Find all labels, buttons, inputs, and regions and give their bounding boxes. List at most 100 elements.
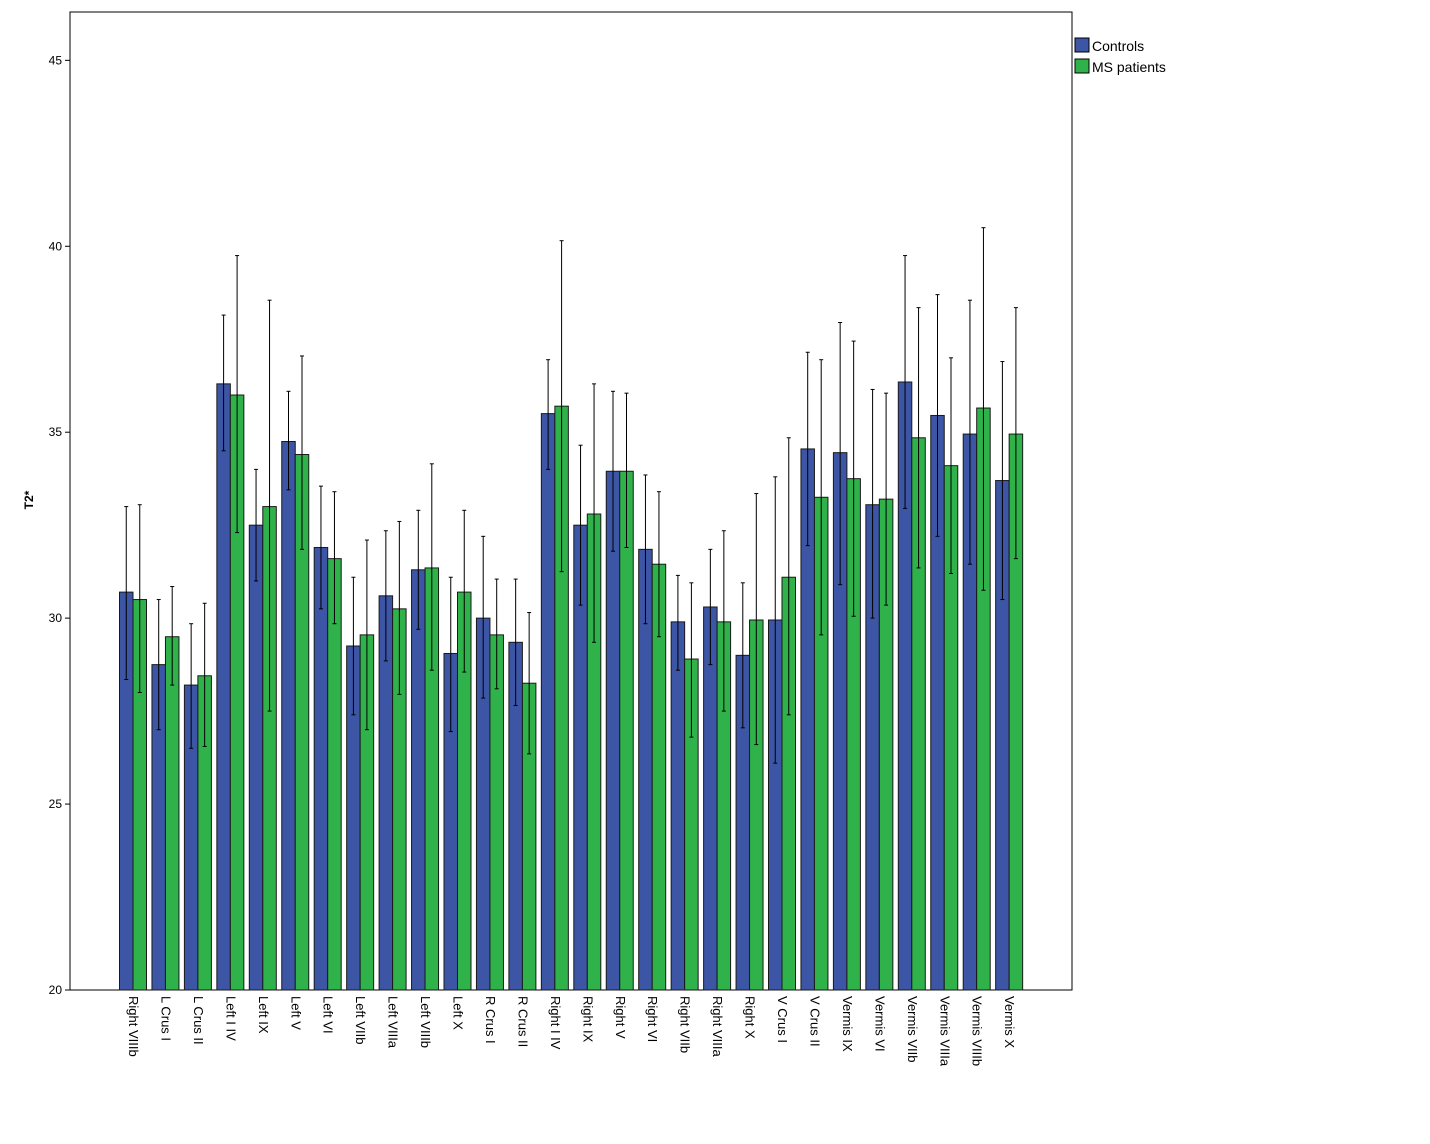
x-tick-label-vermis-viiib: Vermis VIIIb <box>970 996 985 1066</box>
error-bar-ms-patients-vermis-viib <box>916 307 921 569</box>
error-bar-controls-left-vi <box>318 485 323 610</box>
error-bar-ms-patients-right-v <box>624 392 629 548</box>
y-axis: 20 25 30 35 40 45 <box>49 53 70 997</box>
x-tick-label-vermis-vi: Vermis VI <box>872 996 887 1052</box>
x-tick-label-right-v: Right V <box>613 996 628 1039</box>
error-bar-ms-patients-right-vi <box>656 491 661 638</box>
error-bar-controls-vermis-viiib <box>967 299 972 565</box>
error-bar-controls-v-crus-i <box>773 476 778 764</box>
error-bar-ms-patients-right-viiia <box>721 530 726 712</box>
legend: Controls MS patients <box>1074 37 1166 75</box>
x-tick-label-left-viiib: Left VIIIb <box>418 996 433 1048</box>
error-bar-controls-vermis-viib <box>903 255 908 509</box>
y-tick-label-30: 30 <box>49 611 63 625</box>
error-bar-controls-left-viiia <box>383 530 388 662</box>
x-tick-label-v-crus-i: V Crus I <box>775 996 790 1043</box>
bar-controls-left-ix <box>248 524 264 991</box>
bar-ms-patients-right-v <box>619 470 634 991</box>
x-tick-label-right-vi: Right VI <box>645 996 660 1042</box>
error-bar-ms-patients-vermis-vi <box>884 392 889 606</box>
x-tick-label-right-viiib: Right VIIIb <box>126 996 141 1057</box>
error-bar-controls-right-i-iv <box>546 359 551 470</box>
x-tick-label-right-i-iv: Right I IV <box>548 996 563 1050</box>
error-bar-controls-right-viib <box>675 574 680 671</box>
x-tick-label-l-crus-i: L Crus I <box>158 996 173 1041</box>
error-bar-controls-vermis-vi <box>870 388 875 619</box>
error-bar-ms-patients-left-ix <box>267 299 272 712</box>
error-bar-controls-right-ix <box>578 444 583 606</box>
error-bar-controls-r-crus-ii <box>513 578 518 707</box>
error-bar-ms-patients-left-viiib <box>429 463 434 671</box>
error-bar-ms-patients-right-viiib <box>137 504 142 694</box>
x-tick-label-vermis-viib: Vermis VIIb <box>905 996 920 1062</box>
error-bar-controls-left-viib <box>351 576 356 716</box>
error-bar-ms-patients-left-viib <box>364 539 369 731</box>
error-bar-controls-left-viiib <box>416 509 421 630</box>
error-bar-controls-right-viiia <box>708 548 713 666</box>
error-bar-ms-patients-left-x <box>462 509 467 673</box>
x-tick-label-right-viib: Right VIIb <box>678 996 693 1053</box>
error-bar-ms-patients-left-vi <box>332 491 337 625</box>
legend-swatch-ms-patients <box>1074 58 1090 74</box>
error-bar-ms-patients-right-x <box>754 493 759 746</box>
x-tick-label-l-crus-ii: L Crus II <box>191 996 206 1045</box>
error-bar-controls-left-x <box>448 576 453 733</box>
bar-controls-right-viib <box>670 621 686 991</box>
error-bar-ms-patients-left-v <box>300 355 304 550</box>
x-tick-label-vermis-ix: Vermis IX <box>840 996 855 1052</box>
x-tick-label-left-vi: Left VI <box>321 996 336 1034</box>
legend-swatch-controls <box>1074 37 1090 53</box>
x-tick-label-left-viiia: Left VIIIa <box>386 996 401 1049</box>
error-bar-controls-left-i-iv <box>221 314 226 452</box>
x-tick-label-r-crus-ii: R Crus II <box>515 996 530 1047</box>
plot-frame <box>69 11 1073 991</box>
error-bar-ms-patients-l-crus-i <box>170 586 175 686</box>
error-bar-controls-l-crus-ii <box>189 623 194 749</box>
x-tick-label-right-ix: Right IX <box>580 996 595 1043</box>
error-bar-ms-patients-v-crus-ii <box>819 359 824 636</box>
error-bar-controls-right-vi <box>643 474 648 625</box>
bar-controls-left-viiib <box>411 569 426 991</box>
error-bar-controls-r-crus-i <box>481 535 486 699</box>
error-bar-controls-v-crus-ii <box>805 351 810 547</box>
error-bar-ms-patients-vermis-ix <box>851 340 856 617</box>
error-bar-controls-right-x <box>740 582 745 729</box>
error-bar-ms-patients-right-ix <box>592 383 597 643</box>
x-tick-label-left-ix: Left IX <box>256 996 271 1034</box>
x-tick-label-left-v: Left V <box>288 996 303 1030</box>
legend-label-ms-patients: MS patients <box>1092 59 1166 75</box>
y-tick-label-25: 25 <box>49 797 63 811</box>
error-bar-ms-patients-vermis-viiib <box>981 227 986 591</box>
x-tick-label-left-i-iv: Left I IV <box>223 996 238 1041</box>
error-bar-controls-l-crus-i <box>156 599 161 731</box>
y-tick-label-45: 45 <box>49 53 63 67</box>
error-bar-ms-patients-right-viib <box>689 582 694 738</box>
bar-ms-patients-l-crus-i <box>164 636 180 991</box>
x-tick-label-left-viib: Left VIIb <box>353 996 368 1044</box>
y-tick-label-35: 35 <box>49 425 63 439</box>
error-bar-ms-patients-vermis-viiia <box>949 357 953 575</box>
error-bar-controls-vermis-x <box>1000 361 1005 601</box>
y-tick-label-40: 40 <box>49 239 63 253</box>
error-bar-ms-patients-right-i-iv <box>559 240 564 573</box>
error-bar-ms-patients-left-i-iv <box>235 255 240 534</box>
bars <box>119 381 1024 991</box>
error-bar-ms-patients-l-crus-ii <box>202 602 207 747</box>
error-bar-controls-left-v <box>286 390 291 491</box>
error-bar-controls-right-v <box>611 390 615 552</box>
x-tick-label-v-crus-ii: V Crus II <box>807 996 822 1047</box>
x-tick-label-vermis-x: Vermis X <box>1002 996 1017 1048</box>
x-tick-label-left-x: Left X <box>451 996 466 1030</box>
bar-controls-left-vi <box>313 546 329 991</box>
x-tick-label-right-viiia: Right VIIIa <box>710 996 725 1057</box>
x-axis-labels: Right VIIIb L Crus I L Crus II Left I IV Lef… <box>126 996 1017 1067</box>
error-bar-ms-patients-r-crus-i <box>494 578 499 690</box>
error-bar-ms-patients-vermis-x <box>1013 307 1018 560</box>
bar-controls-left-v <box>281 441 296 991</box>
legend-label-controls: Controls <box>1092 38 1144 54</box>
error-bar-controls-vermis-viiia <box>935 294 940 537</box>
y-axis-title: T2* <box>22 490 36 509</box>
error-bar-controls-vermis-ix <box>838 322 843 586</box>
x-tick-label-vermis-viiia: Vermis VIIIa <box>937 996 952 1067</box>
